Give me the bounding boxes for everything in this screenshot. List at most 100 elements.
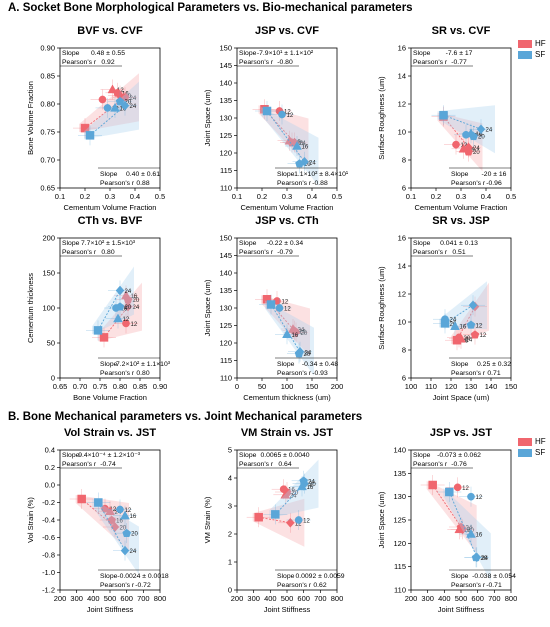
plot-area: 1216202412162024 [73,73,139,146]
data-point [278,110,286,119]
x-tick-label: 300 [421,594,434,603]
fit-line [456,306,476,341]
point-label: 24 [130,104,137,110]
stats-slope-value: 0.0092 ± 0.0059 [295,573,344,580]
x-tick-label: 0 [235,382,239,391]
y-tick-label: 0.0 [45,481,55,490]
y-tick-label: 120 [219,149,232,158]
section-a-letter: A. [8,2,20,14]
data-point [99,333,109,342]
point-label: 20 [131,532,138,538]
chart-svg: SR vs. JSP 100 110 120 130 140 150 6 8 10 12 14 16 Jo… [377,215,517,402]
data-point [472,552,482,563]
y-tick-label: 0 [51,374,55,383]
stats-slope-label: Slope [413,240,431,247]
stats-r-label: Pearson's r [100,180,135,187]
stats-slope-label: Slope [239,452,257,459]
x-tick-label: 200 [231,594,244,603]
stats-r-label: Pearson's r [100,370,135,377]
point-label: 24 [298,328,305,334]
y-tick-label: 1 [228,558,232,567]
y-tick-label: 120 [393,539,406,548]
point-label: 24 [130,96,137,102]
point-label: 20 [304,162,311,168]
x-tick-label: 200 [331,382,344,391]
data-point [450,321,460,330]
point-label: 24 [299,141,306,147]
fit-line [448,491,478,558]
data-point [470,330,480,339]
stats-slope-value: -20 ± 16 [482,171,507,178]
stats-slope-label: Slope [451,361,469,368]
data-point [85,131,95,140]
point-label: 20 [120,526,127,532]
x-tick-label: 400 [264,594,277,603]
x-tick-label: 0.3 [456,192,466,201]
data-point [110,102,120,112]
chart-svg: JSP vs. JST 200 300 400 500 600 700 800 110 115 12… [377,427,517,614]
point-label: 16 [130,514,137,520]
point-label: 12 [284,110,291,116]
stats-slope-value: 0.40 ± 0.61 [126,171,160,178]
x-tick-label: 400 [87,594,100,603]
x-tick-label: 140 [485,382,498,391]
fit-line [443,116,469,148]
fit-line [266,110,305,163]
confidence-band [258,105,309,167]
chart-svg: JSP vs. CTh 0 50 100 150 200 110 115 120 125 130 13… [203,215,344,402]
x-tick-label: 110 [425,382,437,391]
y-tick-label: 150 [219,234,232,243]
x-tick-label: 200 [405,594,418,603]
stats-slope-value: 0.25 ± 0.32 [477,361,511,368]
point-label: 20 [464,336,471,342]
stats-r-value: 0.88 [136,180,149,187]
y-tick-label: 14 [398,262,406,271]
point-label: 24 [125,289,132,295]
y-axis-label: Bone Volume Fraction [26,81,35,155]
stats-box-top: Slope -7.9×10¹ ± 1.1×10² Pearson's r -0.80 [237,50,314,67]
point-label: 20 [478,135,485,141]
point-label: 20 [481,556,488,562]
y-tick-label: 0 [228,586,232,595]
data-point [262,106,272,116]
point-label: 24 [473,146,480,152]
x-tick-label: 0.70 [73,382,88,391]
stats-r-label: Pearson's r [277,582,312,589]
data-point [428,480,437,490]
y-tick-label: 6 [402,184,406,193]
chart-title: SR vs. CVF [432,25,491,37]
data-point [452,140,460,149]
x-tick-label: 600 [120,594,133,603]
x-axis-label: Bone Volume Fraction [73,393,147,402]
stats-box-bottom: Slope 0.0092 ± 0.0059 Pearson's r 0.62 [275,569,345,589]
stats-r-value: 0.80 [136,370,149,377]
x-tick-label: 0.80 [113,382,128,391]
stats-r-value: 0.71 [487,370,500,377]
chart-title: CTh vs. BVF [78,215,143,227]
y-tick-label: 12 [398,290,406,299]
data-point [469,131,478,141]
x-tick-label: 0.2 [431,192,441,201]
fit-line [89,105,126,136]
point-label: 24 [450,318,457,324]
data-point [94,498,103,507]
x-tick-label: 400 [438,594,451,603]
x-tick-label: 800 [331,594,344,603]
x-tick-label: 700 [137,594,150,603]
y-tick-label: 135 [219,286,232,295]
stats-box-bottom: Slope -0.038 ± 0.054 Pearson's r -0.71 [449,569,516,589]
data-point [115,96,125,106]
stats-r-label: Pearson's r [413,461,448,468]
data-point [467,492,475,501]
stats-r-label: Pearson's r [62,461,97,468]
y-tick-label: 150 [219,44,232,53]
point-label: 12 [284,307,291,313]
data-point [292,140,302,150]
chart-svg: JSP vs. CVF 0.1 0.2 0.3 0.4 0.5 110 115 120 125 13… [203,25,349,212]
x-tick-label: 0.3 [105,192,115,201]
stats-r-value: -0.93 [312,370,328,377]
y-tick-label: 0.85 [40,72,55,81]
stats-slope-label: Slope [451,573,469,580]
stats-r-value: 0.62 [313,582,326,589]
